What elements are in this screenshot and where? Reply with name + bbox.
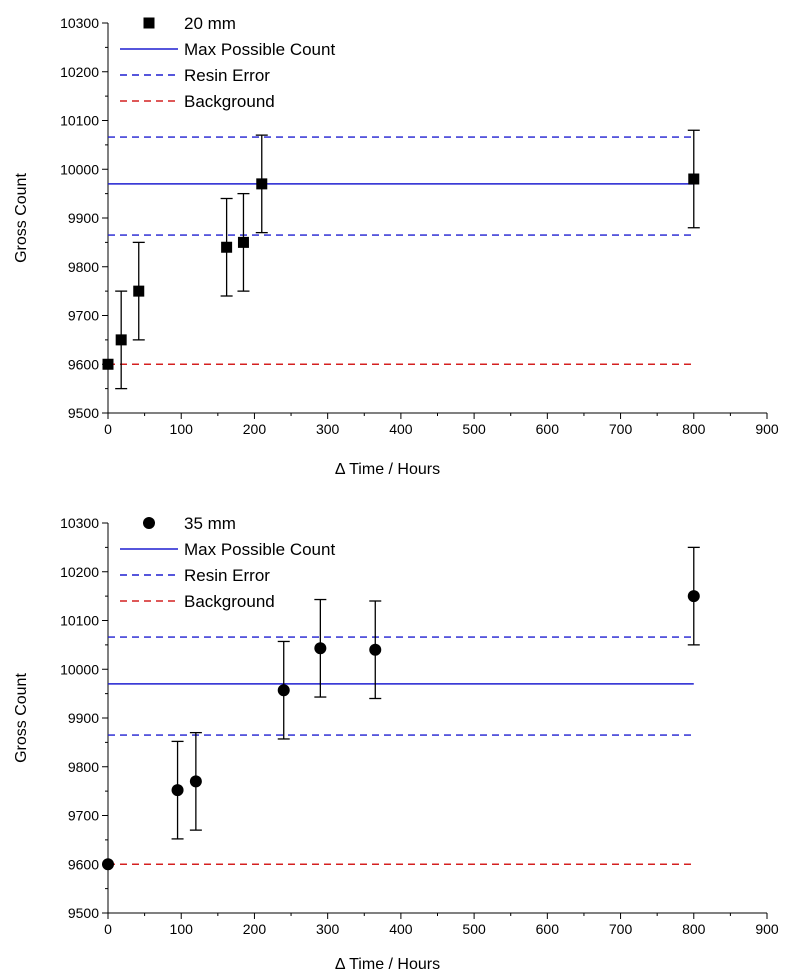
- legend-label: Max Possible Count: [184, 540, 335, 559]
- x-tick-label: 700: [609, 421, 633, 437]
- x-tick-label: 500: [462, 921, 486, 937]
- y-tick-label: 10100: [60, 113, 99, 129]
- legend-label: Max Possible Count: [184, 40, 335, 59]
- legend-label: 20 mm: [184, 14, 236, 33]
- x-tick-label: 200: [243, 921, 267, 937]
- y-tick-label: 10000: [60, 161, 99, 177]
- x-tick-label: 100: [170, 421, 194, 437]
- y-tick-label: 10200: [60, 64, 99, 80]
- legend-marker: [143, 517, 155, 529]
- data-point: [115, 334, 127, 346]
- data-point: [221, 241, 233, 253]
- data-point: [369, 643, 382, 656]
- x-tick-label: 300: [316, 421, 340, 437]
- x-tick-label: 0: [104, 421, 112, 437]
- x-tick-label: 900: [755, 421, 779, 437]
- data-point: [314, 642, 327, 655]
- y-tick-label: 9700: [68, 808, 99, 824]
- data-point: [189, 775, 202, 788]
- data-point: [277, 684, 290, 697]
- x-tick-label: 900: [755, 921, 779, 937]
- legend-label: 35 mm: [184, 514, 236, 533]
- legend-label: Background: [184, 592, 275, 611]
- legend: 20 mm Max Possible Count Resin Error Backgr…: [120, 14, 335, 111]
- y-tick-label: 9800: [68, 759, 99, 775]
- x-tick-label: 400: [389, 921, 413, 937]
- chart-panel-1: 0 100 200 300 400 500 600 700 800 900 9500 9600 9700…: [13, 14, 779, 478]
- y-tick-label: 9500: [68, 905, 99, 921]
- data-point: [133, 285, 145, 297]
- y-tick-label: 9800: [68, 259, 99, 275]
- y-tick-label: 10100: [60, 613, 99, 629]
- x-tick-label: 600: [536, 421, 560, 437]
- x-tick-label: 700: [609, 921, 633, 937]
- x-tick-label: 800: [682, 921, 706, 937]
- data-point: [256, 178, 268, 190]
- legend-label: Resin Error: [184, 66, 270, 85]
- legend: 35 mm Max Possible Count Resin Error Backgr…: [120, 514, 335, 611]
- data-point: [102, 358, 114, 370]
- y-tick-label: 9600: [68, 856, 99, 872]
- y-axis-label: Gross Count: [13, 173, 30, 263]
- x-tick-label: 200: [243, 421, 267, 437]
- data-point: [237, 236, 249, 248]
- x-tick-label: 300: [316, 921, 340, 937]
- y-tick-label: 9700: [68, 308, 99, 324]
- x-tick-label: 600: [536, 921, 560, 937]
- x-axis-label: Δ Time / Hours: [335, 461, 440, 478]
- data-point: [687, 590, 700, 603]
- y-tick-label: 9600: [68, 356, 99, 372]
- x-tick-label: 100: [170, 921, 194, 937]
- legend-label: Background: [184, 92, 275, 111]
- y-tick-label: 10300: [60, 15, 99, 31]
- data-point: [688, 173, 700, 185]
- y-tick-label: 10300: [60, 515, 99, 531]
- y-tick-label: 9900: [68, 710, 99, 726]
- x-tick-label: 400: [389, 421, 413, 437]
- x-tick-label: 500: [462, 421, 486, 437]
- y-axis-label: Gross Count: [13, 673, 30, 763]
- data-point: [102, 858, 114, 871]
- data-point: [171, 784, 184, 797]
- legend-label: Resin Error: [184, 566, 270, 585]
- y-tick-label: 9500: [68, 405, 99, 421]
- legend-marker: [143, 17, 155, 29]
- y-tick-label: 10000: [60, 661, 99, 677]
- x-axis-label: Δ Time / Hours: [335, 956, 440, 973]
- x-tick-label: 800: [682, 421, 706, 437]
- chart-panel-2: 0 100 200 300 400 500 600 700 800 900 9500 9600 9700…: [13, 514, 779, 973]
- x-tick-label: 0: [104, 921, 112, 937]
- y-tick-label: 9900: [68, 210, 99, 226]
- y-tick-label: 10200: [60, 564, 99, 580]
